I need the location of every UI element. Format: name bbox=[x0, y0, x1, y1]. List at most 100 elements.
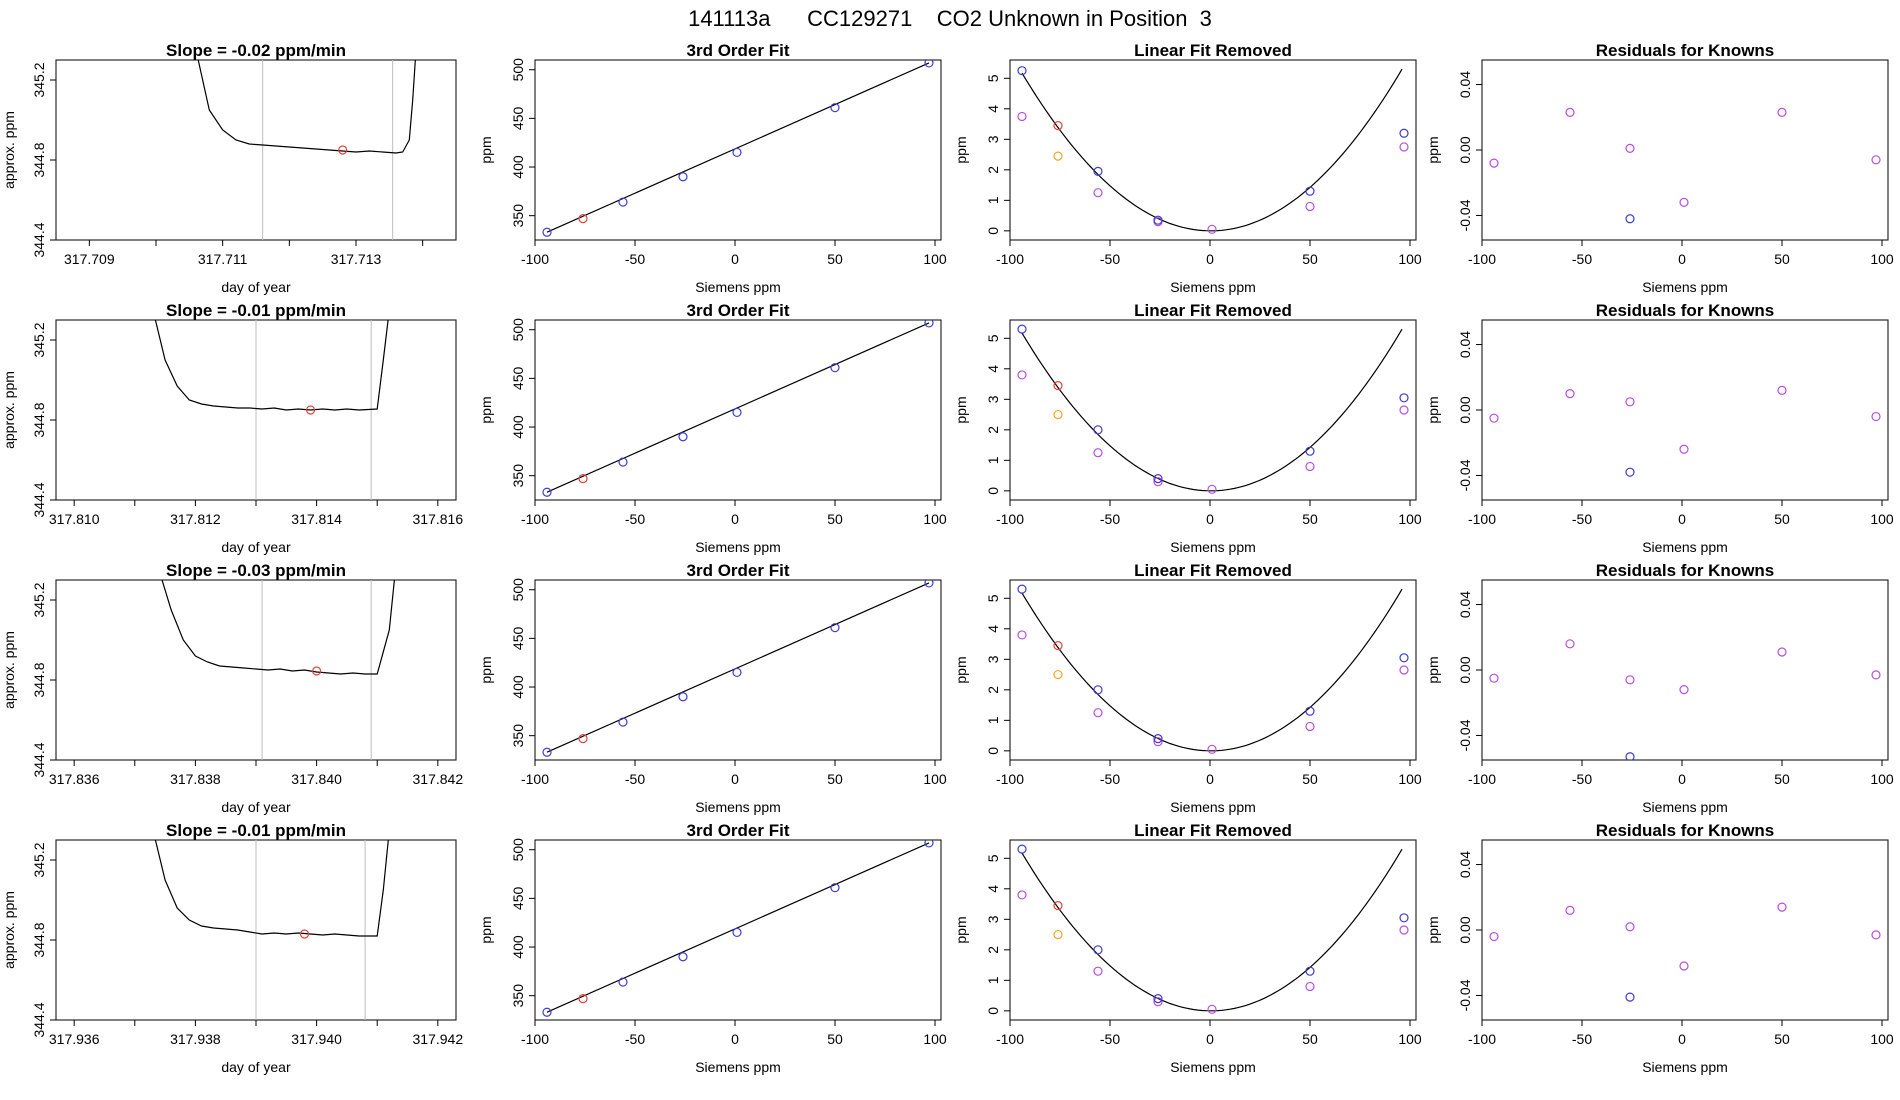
x-tick-label: 100 bbox=[923, 1031, 947, 1047]
y-tick-label: 400 bbox=[510, 935, 526, 959]
panel-r4c3: Linear Fit Removed Siemens ppm ppm -100 -50 0… bbox=[953, 821, 1422, 1075]
known-point bbox=[678, 432, 688, 442]
y-tick-label: 0 bbox=[985, 227, 1001, 235]
y-tick-label: 450 bbox=[510, 626, 526, 650]
panel-title: 3rd Order Fit bbox=[687, 821, 790, 840]
y-axis-label: approx. ppm bbox=[1, 631, 17, 709]
residual-point bbox=[1093, 966, 1103, 976]
x-tick-label: 50 bbox=[1302, 251, 1318, 267]
concentration-trace bbox=[154, 840, 389, 937]
x-axis-label: day of year bbox=[221, 799, 291, 815]
x-tick-label: 0 bbox=[731, 251, 739, 267]
unknown-point bbox=[578, 213, 588, 224]
x-tick-label: -50 bbox=[1572, 1031, 1592, 1047]
panel-title: Residuals for Knowns bbox=[1596, 41, 1775, 60]
x-tick-label: 50 bbox=[1302, 771, 1318, 787]
y-tick-label: 1 bbox=[985, 716, 1001, 724]
plot-area bbox=[161, 580, 395, 760]
y-axis-label: ppm bbox=[478, 916, 494, 943]
unknown-point bbox=[1053, 900, 1063, 911]
panel-title: Residuals for Knowns bbox=[1596, 301, 1775, 320]
concentration-trace bbox=[197, 60, 416, 154]
residual-point bbox=[1565, 639, 1575, 649]
known-point bbox=[678, 172, 688, 182]
known-point bbox=[1017, 584, 1027, 594]
panel-r3c3: Linear Fit Removed Siemens ppm ppm -100 -50 0… bbox=[953, 561, 1422, 815]
panel-r3c2: 3rd Order Fit Siemens ppm ppm -100 -50 0 50 100… bbox=[478, 561, 947, 815]
known-point bbox=[924, 60, 934, 68]
y-tick-label: 3 bbox=[985, 655, 1001, 663]
known-point bbox=[732, 927, 742, 938]
y-tick-label: 344.8 bbox=[31, 402, 47, 437]
x-tick-label: -50 bbox=[625, 511, 645, 527]
plot-frame bbox=[1481, 59, 1889, 241]
y-tick-label: 344.4 bbox=[31, 1002, 47, 1037]
residual-point bbox=[1399, 405, 1409, 415]
residual-point bbox=[1679, 685, 1689, 695]
residual-point bbox=[1489, 158, 1499, 168]
x-tick-label: 317.838 bbox=[170, 771, 221, 787]
x-tick-label: 0 bbox=[1206, 771, 1214, 787]
average-marker bbox=[338, 145, 348, 155]
y-tick-label: 500 bbox=[510, 318, 526, 342]
plot-frame bbox=[1009, 59, 1417, 241]
plot-area bbox=[1489, 902, 1881, 1002]
x-tick-label: 0 bbox=[1678, 511, 1686, 527]
x-tick-label: 317.709 bbox=[64, 251, 115, 267]
panel-r1c2: 3rd Order Fit Siemens ppm ppm -100 -50 0 50 100… bbox=[478, 41, 947, 295]
known-point bbox=[542, 1007, 552, 1017]
x-tick-label: 317.812 bbox=[170, 511, 221, 527]
x-tick-label: 50 bbox=[1774, 251, 1790, 267]
x-axis-label: Siemens ppm bbox=[1170, 279, 1256, 295]
x-axis-label: Siemens ppm bbox=[1170, 799, 1256, 815]
x-tick-label: 100 bbox=[1398, 771, 1422, 787]
residual-point bbox=[1777, 107, 1787, 117]
panel-r4c1: Slope = -0.01 ppm/min day of year approx. … bbox=[1, 821, 463, 1075]
panel-title: Residuals for Knowns bbox=[1596, 821, 1775, 840]
x-tick-label: 0 bbox=[731, 511, 739, 527]
fit-line bbox=[546, 842, 930, 1013]
x-tick-label: 317.713 bbox=[331, 251, 382, 267]
residual-point bbox=[1399, 142, 1409, 152]
orange-point bbox=[1053, 409, 1063, 420]
residual-point bbox=[1017, 630, 1027, 640]
residual-point bbox=[1305, 201, 1315, 212]
known-point bbox=[618, 977, 628, 987]
residual-point bbox=[1565, 905, 1575, 915]
x-axis-label: Siemens ppm bbox=[1642, 539, 1728, 555]
y-axis-label: approx. ppm bbox=[1, 891, 17, 969]
known-point bbox=[1093, 685, 1103, 695]
plot-frame bbox=[1009, 319, 1417, 501]
panel-r4c2: 3rd Order Fit Siemens ppm ppm -100 -50 0 50 100… bbox=[478, 821, 947, 1075]
residual-point bbox=[1625, 675, 1635, 685]
known-point bbox=[1093, 945, 1103, 955]
y-tick-label: 4 bbox=[985, 105, 1001, 113]
known-point bbox=[1153, 215, 1163, 225]
y-tick-label: 350 bbox=[510, 984, 526, 1008]
y-tick-label: 350 bbox=[510, 204, 526, 228]
residual-point bbox=[1153, 997, 1163, 1007]
known-point bbox=[1625, 467, 1635, 477]
plot-frame bbox=[1481, 839, 1889, 1021]
x-tick-label: 317.814 bbox=[291, 511, 342, 527]
known-point bbox=[1625, 992, 1635, 1002]
plot-area bbox=[542, 320, 934, 497]
residual-point bbox=[1305, 981, 1315, 992]
panel-title: 3rd Order Fit bbox=[687, 301, 790, 320]
panel-title: 3rd Order Fit bbox=[687, 561, 790, 580]
y-axis-label: approx. ppm bbox=[1, 111, 17, 189]
residual-point bbox=[1017, 111, 1027, 122]
y-tick-label: 500 bbox=[510, 58, 526, 82]
known-point bbox=[618, 197, 628, 207]
x-tick-label: 100 bbox=[1398, 1031, 1422, 1047]
x-tick-label: -100 bbox=[1468, 251, 1496, 267]
x-tick-label: 0 bbox=[1678, 1031, 1686, 1047]
y-tick-label: 0.04 bbox=[1457, 591, 1473, 618]
x-axis-label: Siemens ppm bbox=[695, 539, 781, 555]
residual-point bbox=[1679, 444, 1689, 454]
x-axis-label: day of year bbox=[221, 539, 291, 555]
y-tick-label: 5 bbox=[985, 334, 1001, 342]
known-point bbox=[1153, 994, 1163, 1004]
y-tick-label: 4 bbox=[985, 885, 1001, 893]
